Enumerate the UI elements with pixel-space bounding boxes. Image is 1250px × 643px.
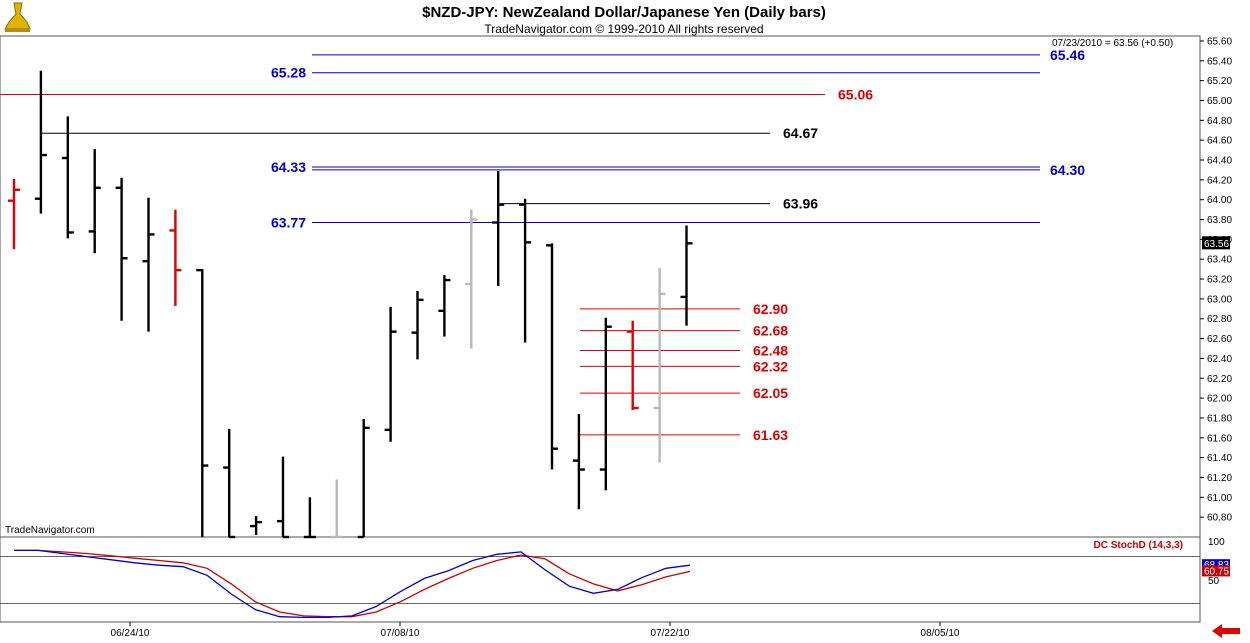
price-tick-label: 63.80 xyxy=(1207,215,1232,226)
ohlc-bar xyxy=(8,178,20,250)
ohlc-bar xyxy=(115,177,128,321)
ohlc-bar xyxy=(546,243,558,470)
scroll-right-arrow-icon[interactable] xyxy=(1212,624,1240,638)
ohlc-bar xyxy=(680,225,693,326)
indicator-tick-label: 50 xyxy=(1208,576,1220,587)
stochastic-indicator: 5010068.8360.75 xyxy=(0,537,1230,619)
ohlc-bar xyxy=(626,320,639,411)
ohlc-bar xyxy=(653,268,666,463)
level-label: 64.30 xyxy=(1050,162,1085,178)
chart-title: $NZD-JPY: NewZealand Dollar/Japanese Yen… xyxy=(422,4,826,21)
price-panel-frame xyxy=(0,35,1201,538)
price-tick-label: 61.00 xyxy=(1207,493,1232,504)
last-price-label: 63.56 xyxy=(1204,239,1229,250)
ohlc-bar xyxy=(411,290,424,360)
level-lines: 65.46 65.28 65.06 64.67 64.33 64.30 63.96 63.77… xyxy=(0,47,1085,443)
level-label: 64.67 xyxy=(783,125,818,141)
price-tick-label: 63.40 xyxy=(1207,255,1232,266)
ohlc-bar xyxy=(519,198,532,343)
ohlc-bar xyxy=(196,268,209,537)
chart-subtitle: TradeNavigator.com © 1999-2010 All right… xyxy=(484,22,763,36)
level-label: 61.63 xyxy=(753,427,788,443)
price-tick-label: 61.20 xyxy=(1207,473,1232,484)
ohlc-bar xyxy=(34,70,47,214)
ohlc-bar xyxy=(223,428,236,539)
price-tick-label: 64.20 xyxy=(1207,175,1232,186)
price-tick-label: 64.80 xyxy=(1207,116,1232,127)
date-tick-label: 07/08/10 xyxy=(381,628,420,639)
quote-readout: 07/23/2010 = 63.56 (+0.50) xyxy=(1052,38,1173,49)
last-price-tag: 63.56 xyxy=(1202,236,1230,250)
level-label: 64.33 xyxy=(271,159,306,175)
level-label: 65.06 xyxy=(838,87,873,103)
price-tick-label: 61.80 xyxy=(1207,413,1232,424)
ohlc-bar xyxy=(330,479,343,539)
price-tick-label: 63.00 xyxy=(1207,294,1232,305)
price-tick-label: 65.00 xyxy=(1207,96,1232,107)
date-tick-label: 06/24/10 xyxy=(111,628,150,639)
ohlc-bar xyxy=(384,306,397,442)
ohlc-bar xyxy=(88,149,101,254)
stoch-d-line xyxy=(14,549,691,618)
price-tick-label: 64.00 xyxy=(1207,195,1232,206)
ohlc-bar xyxy=(169,209,182,306)
watermark: TradeNavigator.com xyxy=(5,525,95,536)
price-tick-label: 62.40 xyxy=(1207,354,1232,365)
price-tick-label: 61.40 xyxy=(1207,453,1232,464)
ohlc-bar xyxy=(277,456,289,539)
logo-icon[interactable] xyxy=(4,2,31,32)
ohlc-bar xyxy=(357,418,370,539)
level-label: 62.68 xyxy=(753,323,788,339)
ohlc-bar xyxy=(142,197,155,332)
price-tick-label: 64.40 xyxy=(1207,156,1232,167)
price-tick-label: 60.80 xyxy=(1207,513,1232,524)
level-label: 62.90 xyxy=(753,301,788,317)
level-label: 65.28 xyxy=(271,65,306,81)
stoch-d-tag xyxy=(1202,565,1230,577)
indicator-tick-label: 100 xyxy=(1208,537,1225,548)
price-tick-label: 62.60 xyxy=(1207,334,1232,345)
price-tick-label: 65.60 xyxy=(1207,36,1232,47)
price-bars xyxy=(8,70,693,539)
ohlc-bar xyxy=(572,413,585,510)
level-label: 62.48 xyxy=(753,342,788,358)
price-tick-label: 62.80 xyxy=(1207,314,1232,325)
price-axis-ticks: 60.80 61.00 61.20 61.40 61.60 61.80 62.00 62.20… xyxy=(1200,36,1232,524)
ohlc-bar xyxy=(599,317,612,491)
price-tick-label: 65.40 xyxy=(1207,56,1232,67)
ohlc-bar xyxy=(303,497,316,539)
level-label: 63.96 xyxy=(783,196,818,212)
level-label: 63.77 xyxy=(271,215,306,231)
date-tick-label: 07/22/10 xyxy=(651,628,690,639)
level-label: 62.32 xyxy=(753,358,788,374)
price-tick-label: 64.60 xyxy=(1207,136,1232,147)
level-label: 62.05 xyxy=(753,385,788,401)
ohlc-bar xyxy=(465,209,478,349)
indicator-panel-frame xyxy=(0,536,1201,623)
price-tick-label: 65.20 xyxy=(1207,76,1232,87)
ohlc-bar xyxy=(438,275,451,337)
stoch-d-value: 60.75 xyxy=(1204,566,1229,577)
price-tick-label: 63.20 xyxy=(1207,275,1232,286)
ohlc-bar xyxy=(492,170,505,287)
date-axis: 06/24/10 07/08/10 07/22/10 08/05/10 xyxy=(111,622,960,639)
date-tick-label: 08/05/10 xyxy=(921,628,960,639)
price-tick-label: 62.00 xyxy=(1207,394,1232,405)
ohlc-bar xyxy=(61,116,74,239)
price-tick-label: 61.60 xyxy=(1207,433,1232,444)
ohlc-bar xyxy=(250,516,263,536)
stoch-k-tag xyxy=(1202,559,1230,571)
indicator-name: DC StochD (14,3,3) xyxy=(1094,540,1183,551)
price-tick-label: 62.20 xyxy=(1207,374,1232,385)
stoch-k-line xyxy=(14,549,691,619)
level-label: 65.46 xyxy=(1050,47,1085,63)
